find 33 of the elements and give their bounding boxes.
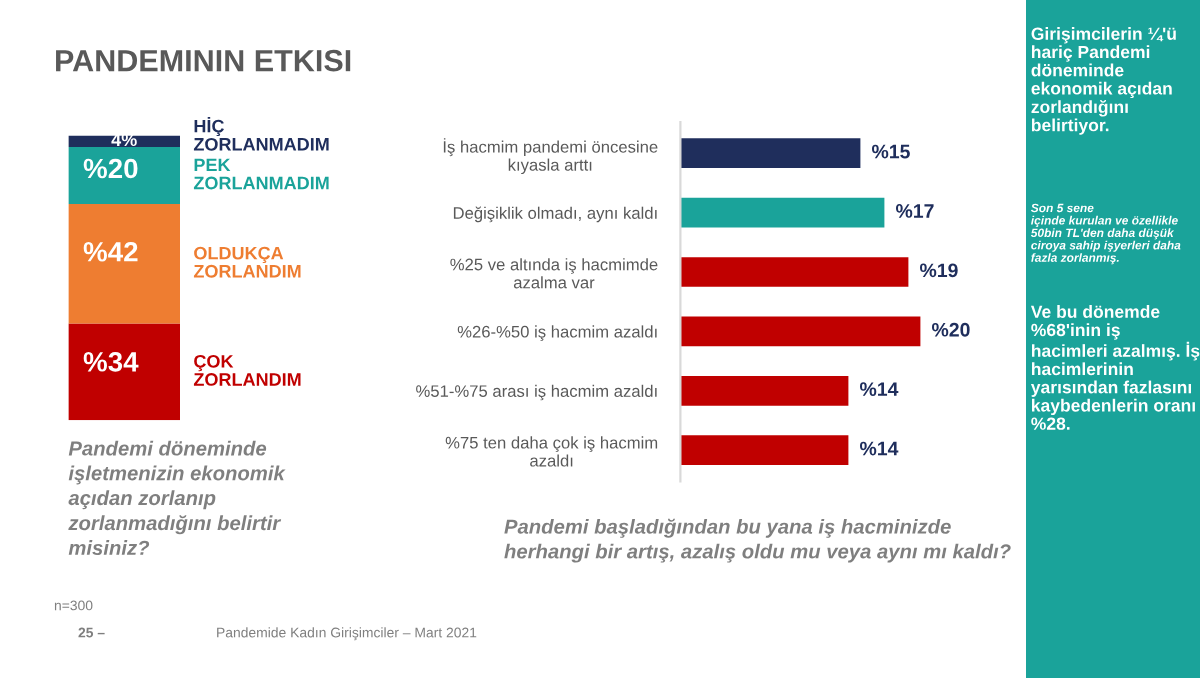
bar: [680, 197, 885, 228]
bar: [68, 146, 180, 204]
data-label: %14: [859, 441, 899, 456]
bar: [68, 323, 180, 421]
y-tick-label: %26-%50 iş hacmim azaldı: [457, 325, 657, 341]
y-tick-label: %25 ve altında iş hacmimde azalma var: [450, 258, 658, 289]
data-label: %34: [83, 351, 139, 372]
bar: [680, 435, 849, 466]
y-tick-label: Değişiklik olmadı, aynı kaldı: [453, 206, 657, 223]
data-label: %20: [83, 158, 138, 179]
text: Pandemi döneminde işletmenizin ekonomik açıdan zorlanıp zorlanmadığını belirtir misiniz?: [68, 440, 286, 556]
data-label: %19: [919, 263, 958, 278]
y-tick-label: %51-%75 arası iş hacmim azaldı: [416, 384, 657, 401]
text: Girişimcilerin ¼'ü hariç Pandemi döneminde ekonomik açıdan zorlandığını belirtiyor.: [1031, 27, 1176, 135]
chart-title: PANDEMININ ETKISI: [56, 49, 351, 72]
text: Ve bu dönemde %68'inin iş hacimleri azalmış. İş hacimlerinin yarısından fazlasını kaybedenlerin oranı %28.: [1030, 305, 1200, 430]
series-label: PEK ZORLANMADIM: [193, 158, 329, 190]
series-label: OLDUKÇA ZORLANDIM: [193, 246, 301, 278]
data-label: %14: [859, 382, 899, 396]
text: Pandemi başladığından bu yana iş hacminizde herhangi bir artış, azalış oldu mu veya aynı mı kaldı?: [504, 518, 1011, 563]
series-label: HİÇ ZORLANMADIM: [193, 116, 329, 151]
series-label: ÇOK ZORLANDIM: [193, 354, 301, 386]
bar: [680, 257, 909, 287]
y-tick-label: %75 ten daha çok iş hacmim azaldı: [445, 436, 658, 467]
bar: [680, 138, 861, 169]
data-label: %15: [871, 144, 910, 159]
bar: [68, 203, 180, 324]
data-label: %17: [895, 204, 934, 218]
y-tick-label: İş hacmim pandemi öncesine kıyasla arttı: [443, 138, 658, 175]
data-label: %20: [931, 322, 970, 337]
bar: [680, 316, 921, 347]
bar: [680, 375, 849, 406]
data-label: %42: [83, 241, 138, 262]
